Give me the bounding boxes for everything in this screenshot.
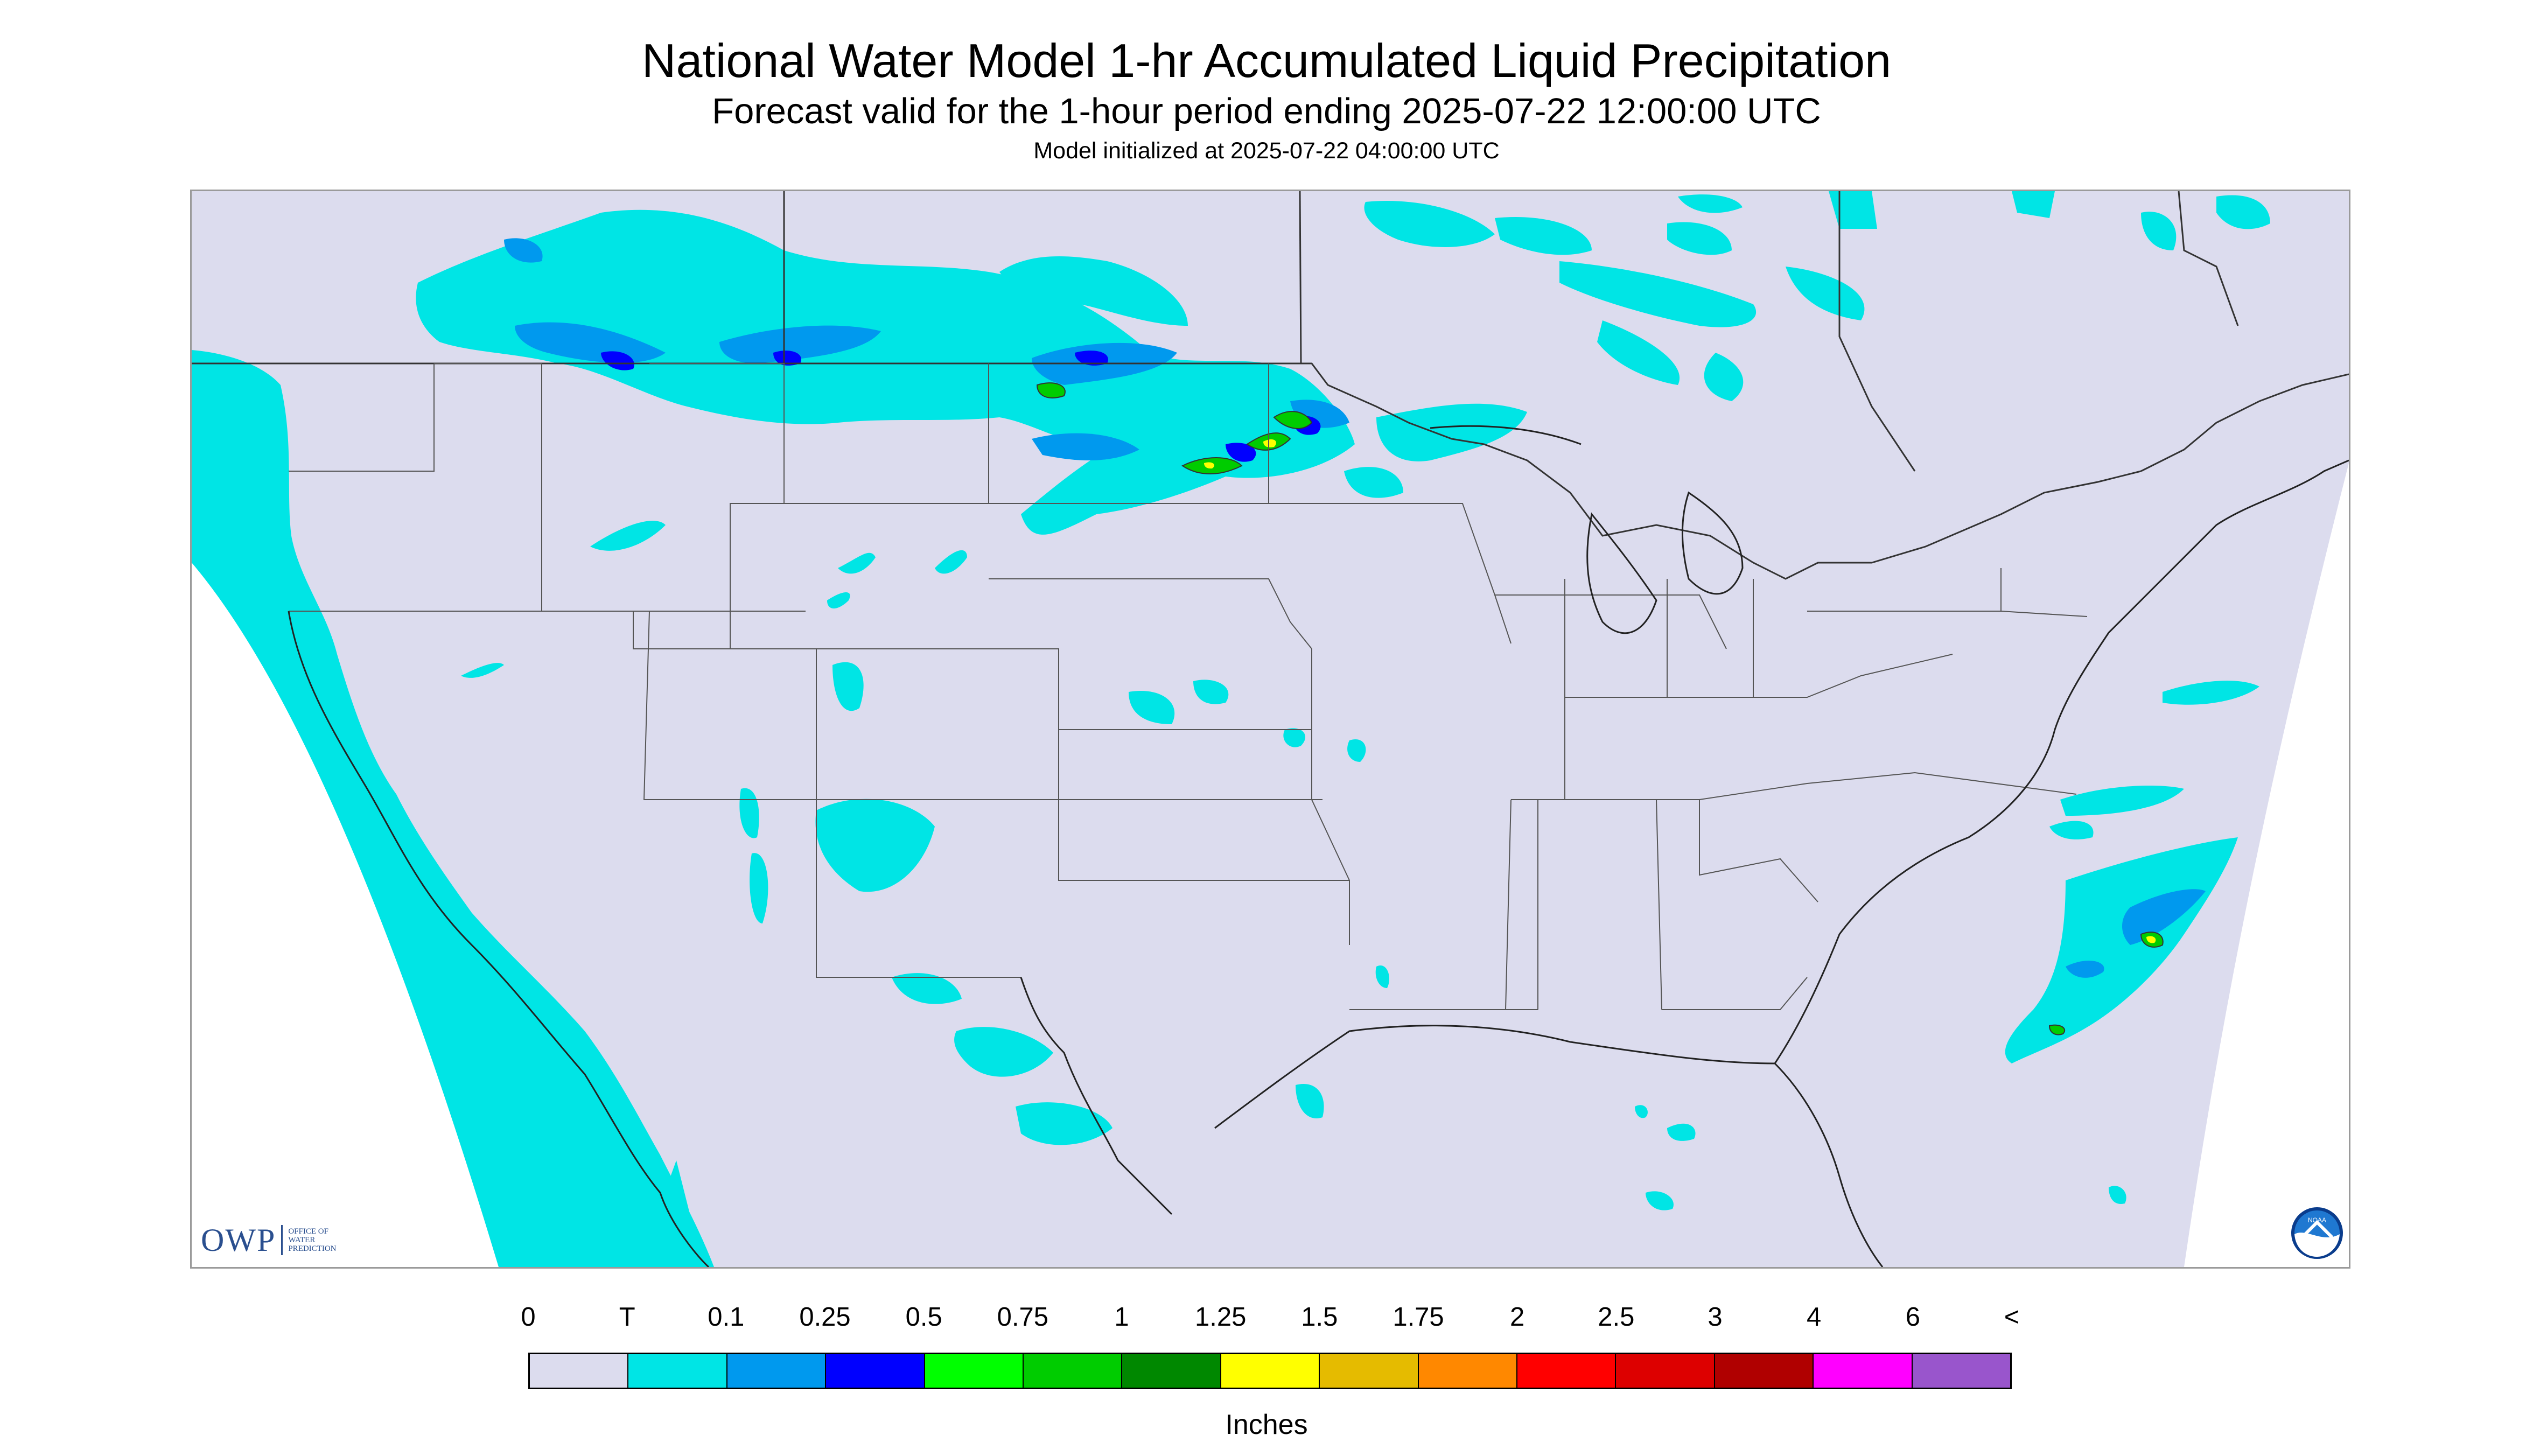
peak-cells-north xyxy=(1204,439,1276,469)
atlantic-light-area xyxy=(2066,889,2206,978)
legend-tick-label: 1 xyxy=(1114,1303,1129,1332)
heavy-precip-cells-north xyxy=(1036,382,1313,474)
legend-swatch xyxy=(925,1354,1024,1388)
noaa-logo: NOAA xyxy=(2290,1206,2344,1260)
coastlines xyxy=(288,425,2349,1267)
legend-tick-label: T xyxy=(619,1303,635,1332)
legend-swatch xyxy=(1517,1354,1617,1388)
legend-swatch xyxy=(1221,1354,1320,1388)
legend-swatch xyxy=(530,1354,629,1388)
noaa-logo-icon: NOAA xyxy=(2291,1207,2343,1259)
legend-swatch xyxy=(1320,1354,1419,1388)
legend-tick-label: 0.25 xyxy=(799,1303,851,1332)
legend-tick-label: 0.75 xyxy=(997,1303,1049,1332)
legend-swatch xyxy=(1715,1354,1814,1388)
atlantic-peak-cells xyxy=(2146,936,2156,943)
owp-logo-line: Water xyxy=(288,1236,316,1244)
legend-tick-label: 3 xyxy=(1708,1303,1723,1332)
page-title: National Water Model 1-hr Accumulated Li… xyxy=(641,34,1892,87)
model-init-text: Model initialized at 2025-07-22 04:00:00… xyxy=(1033,138,1500,164)
legend-tick-label: 0 xyxy=(521,1303,536,1332)
legend-units-label: Inches xyxy=(1225,1409,1308,1440)
owp-logo-letters: OWP xyxy=(201,1222,276,1258)
legend-swatch xyxy=(826,1354,925,1388)
legend-swatch xyxy=(727,1354,827,1388)
map-canvas xyxy=(192,191,2349,1267)
owp-logo: OWP Office of Water Prediction xyxy=(201,1221,337,1259)
legend-swatch xyxy=(1418,1354,1518,1388)
legend-tick-label: 2.5 xyxy=(1598,1303,1635,1332)
legend-swatch xyxy=(1122,1354,1221,1388)
legend-labels: 0 T 0.1 0.25 0.5 0.75 1 1.25 1.5 1.75 2 2.5 3 4 6 < xyxy=(0,1302,2533,1334)
owp-logo-line: Office of xyxy=(288,1227,328,1236)
precipitation-map[interactable] xyxy=(190,190,2350,1269)
legend-tick-label: 1.5 xyxy=(1301,1303,1338,1332)
legend-color-bar xyxy=(528,1353,2012,1389)
legend-tick-label: 0.5 xyxy=(905,1303,942,1332)
legend-swatch xyxy=(628,1354,727,1388)
legend-swatch xyxy=(1814,1354,1913,1388)
state-boundaries xyxy=(289,363,2088,1010)
legend-swatch xyxy=(1912,1354,2011,1388)
legend-tick-label: 4 xyxy=(1807,1303,1822,1332)
legend-tick-label: 2 xyxy=(1510,1303,1525,1332)
legend-tick-label: 6 xyxy=(1905,1303,1920,1332)
noaa-logo-text: NOAA xyxy=(2308,1216,2326,1224)
political-boundaries xyxy=(192,191,2349,580)
owp-logo-line: Prediction xyxy=(288,1244,337,1253)
owp-logo-divider xyxy=(281,1225,283,1255)
scattered-showers-west xyxy=(461,521,2259,1210)
legend-tick-label: 1.75 xyxy=(1393,1303,1444,1332)
legend-tick-label: 1.25 xyxy=(1194,1303,1247,1332)
canada-light-band xyxy=(504,238,1349,460)
legend-swatch xyxy=(1616,1354,1715,1388)
legend-tick-label: < xyxy=(2004,1303,2020,1332)
owp-logo-text: Office of Water Prediction xyxy=(288,1227,336,1253)
forecast-valid-subtitle: Forecast valid for the 1-hour period end… xyxy=(712,91,1821,131)
legend-swatch xyxy=(1024,1354,1123,1388)
legend-tick-label: 0.1 xyxy=(708,1303,745,1332)
